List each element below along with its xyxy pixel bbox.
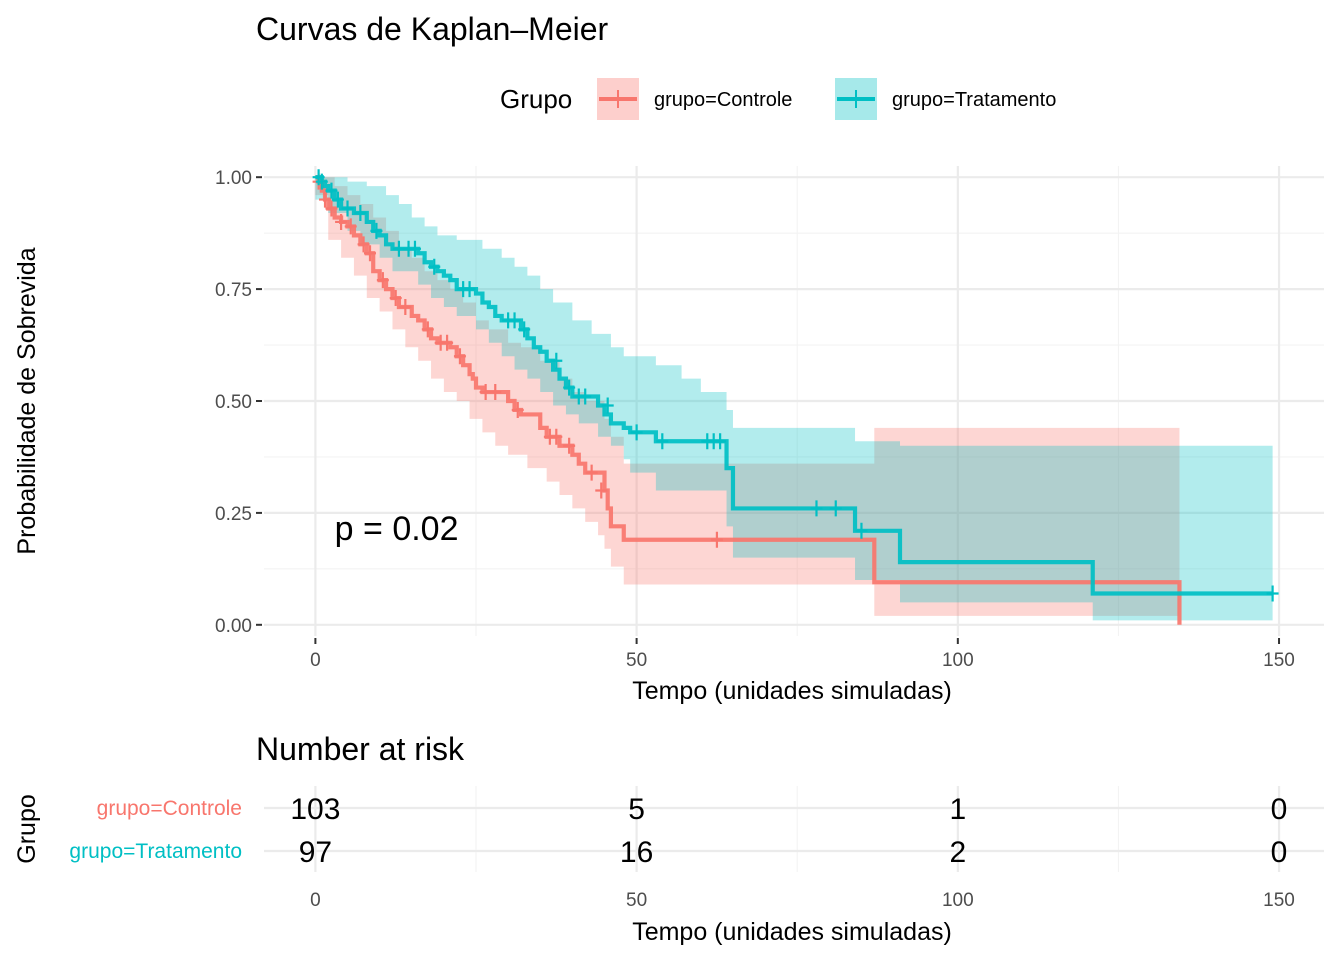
- risk-table-panel: 103 5 1 0 97 16 2 0 grupo=Controle grupo=Tratame…: [69, 786, 1324, 911]
- ci-ribbon-controle: [315, 177, 1180, 625]
- risk-count-tratamento: 2: [949, 836, 966, 869]
- km-y-tick-label: 0.50: [215, 392, 252, 413]
- survival-curve-tratamento: [315, 175, 1273, 596]
- censor-mark-controle: [710, 531, 723, 548]
- risk-count-tratamento: 16: [620, 836, 653, 869]
- censor-mark-tratamento: [354, 205, 367, 221]
- censor-mark-tratamento: [810, 500, 823, 517]
- km-x-tick-label: 100: [942, 650, 974, 671]
- censor-mark-controle: [421, 321, 434, 338]
- censor-mark-controle: [489, 384, 502, 401]
- km-axis-ticks: 0.00 0.25 0.50 0.75 1.00 0 50 100 150: [215, 168, 1295, 671]
- censor-mark-tratamento: [579, 388, 592, 405]
- censor-mark-controle: [585, 464, 598, 481]
- censor-mark-controle: [511, 401, 524, 418]
- km-x-tick-label: 50: [626, 650, 647, 671]
- km-y-tick-label: 0.75: [215, 280, 252, 301]
- censor-mark-tratamento: [325, 182, 338, 199]
- risk-table-title: Number at risk: [256, 731, 465, 767]
- censor-mark-tratamento: [518, 321, 531, 338]
- censor-mark-tratamento: [341, 200, 354, 217]
- risk-table-cells: 103 5 1 0 97 16 2 0: [290, 793, 1287, 869]
- risk-x-tick-label: 50: [626, 890, 647, 911]
- censor-mark-tratamento: [656, 433, 669, 450]
- risk-row-label-controle: grupo=Controle: [97, 797, 242, 820]
- censor-mark-tratamento: [408, 240, 421, 257]
- km-plot-panel: 0.00 0.25 0.50 0.75 1.00 0 50 100 150: [215, 166, 1324, 671]
- censor-mark-tratamento: [428, 258, 441, 275]
- km-y-tick-label: 1.00: [215, 168, 252, 189]
- censor-mark-controle: [335, 213, 348, 230]
- censor-mark-tratamento: [855, 522, 868, 539]
- km-y-tick-label: 0.25: [215, 504, 252, 525]
- censor-mark-controle: [344, 218, 357, 235]
- censor-mark-controle: [325, 200, 338, 217]
- censor-mark-controle: [399, 299, 412, 315]
- ci-ribbon-tratamento: [315, 177, 1273, 621]
- censor-mark-tratamento: [563, 379, 576, 396]
- censor-mark-tratamento: [829, 500, 842, 517]
- censor-mark-controle: [453, 348, 466, 365]
- censor-mark-tratamento: [508, 312, 521, 329]
- km-y-tick-label: 0.00: [215, 616, 252, 637]
- legend-item-controle: grupo=Controle: [597, 78, 792, 120]
- risk-count-controle: 0: [1271, 793, 1288, 826]
- legend-label-controle: grupo=Controle: [654, 89, 792, 111]
- risk-x-tick-label: 100: [942, 890, 974, 911]
- risk-x-axis-title: Tempo (unidades simuladas): [632, 918, 952, 946]
- censor-mark-tratamento: [550, 352, 563, 369]
- km-x-axis-title: Tempo (unidades simuladas): [632, 677, 952, 705]
- censor-mark-tratamento: [714, 433, 727, 450]
- risk-gridlines: [264, 786, 1324, 872]
- km-confidence-ribbons: [315, 177, 1273, 625]
- risk-count-controle: 5: [628, 793, 645, 826]
- legend-item-tratamento: grupo=Tratamento: [835, 78, 1056, 120]
- censor-mark-tratamento: [1266, 585, 1279, 602]
- risk-axis-ticks: 0 50 100 150: [310, 890, 1295, 911]
- censor-mark-controle: [441, 334, 454, 351]
- chart-title: Curvas de Kaplan–Meier: [256, 11, 609, 47]
- censor-mark-controle: [364, 245, 376, 262]
- risk-count-tratamento: 97: [299, 836, 332, 869]
- legend-title: Grupo: [500, 84, 572, 114]
- censor-mark-controle: [376, 272, 389, 289]
- risk-row-labels: grupo=Controle grupo=Tratamento: [69, 797, 242, 863]
- censor-mark-tratamento: [601, 397, 614, 414]
- censor-mark-tratamento: [463, 281, 476, 298]
- censor-mark-controle: [389, 290, 402, 307]
- censor-mark-controle: [550, 428, 563, 445]
- km-x-tick-label: 0: [310, 650, 321, 671]
- km-x-tick-label: 150: [1263, 650, 1295, 671]
- censor-mark-controle: [357, 236, 370, 253]
- risk-row-label-tratamento: grupo=Tratamento: [69, 840, 242, 863]
- legend: Grupo grupo=Controle grupo=Tratamento: [500, 78, 1056, 120]
- risk-count-controle: 103: [290, 793, 340, 826]
- risk-x-tick-label: 150: [1263, 890, 1295, 911]
- risk-count-tratamento: 0: [1271, 836, 1288, 869]
- censor-mark-tratamento: [630, 424, 643, 441]
- risk-y-axis-title: Grupo: [13, 794, 41, 863]
- censor-mark-tratamento: [370, 222, 383, 239]
- p-value-annotation: p = 0.02: [335, 510, 459, 548]
- km-gridlines: [264, 166, 1324, 636]
- km-censor-marks: [312, 169, 1279, 602]
- censor-mark-tratamento: [315, 173, 328, 190]
- censor-mark-controle: [319, 191, 332, 208]
- censor-mark-tratamento: [331, 191, 344, 208]
- risk-x-tick-label: 0: [310, 890, 321, 911]
- censor-mark-controle: [595, 482, 608, 499]
- legend-label-tratamento: grupo=Tratamento: [892, 89, 1056, 111]
- censor-mark-controle: [563, 437, 576, 454]
- km-y-axis-title: Probabilidade de Sobrevida: [13, 247, 41, 554]
- risk-count-controle: 1: [949, 793, 966, 826]
